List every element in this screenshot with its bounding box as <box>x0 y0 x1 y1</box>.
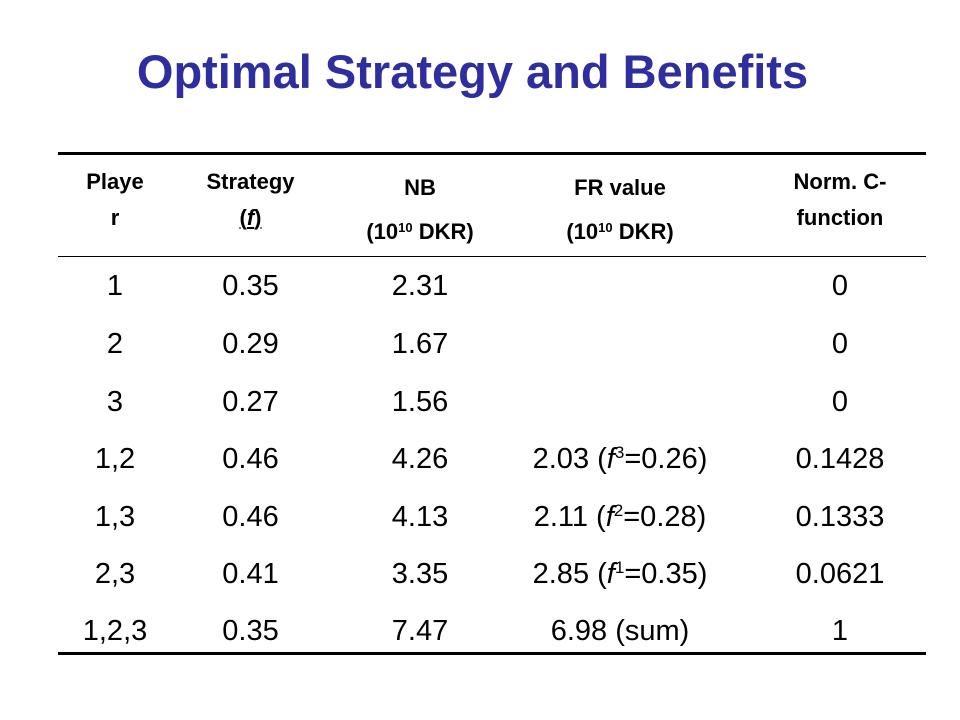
header-strategy-var: f <box>246 205 255 230</box>
cell-nb: 4.26 <box>391 443 449 475</box>
cell-player: 2,3 <box>94 558 136 590</box>
cell-player: 1,2 <box>94 443 136 475</box>
fr-open: ( <box>588 501 606 533</box>
cell-strategy: 0.27 <box>222 386 279 418</box>
fr-open: ( <box>589 558 607 590</box>
cell-nb: 3.35 <box>391 558 449 590</box>
cell-strategy: 0.46 <box>222 501 279 533</box>
cell-nb: 1.67 <box>391 328 449 360</box>
fr-open: (sum) <box>607 615 690 647</box>
cell-norm-c-function: 0 <box>831 270 849 302</box>
header-strategy-close: ) <box>254 205 262 230</box>
header-norm-c-function: Norm. C- function <box>760 164 920 236</box>
fr-number: 2.03 <box>532 443 590 475</box>
cell-norm-c-function: 0.0621 <box>795 558 885 590</box>
header-player: Playe r <box>60 164 170 236</box>
header-norm-line2: function <box>796 205 884 230</box>
fr-superscript: 1 <box>614 558 625 577</box>
header-player-line1: Playe <box>86 169 144 194</box>
fr-superscript: 2 <box>613 501 624 520</box>
header-strategy-line2: (f) <box>178 200 323 236</box>
cell-norm-c-function: 0 <box>831 328 849 360</box>
cell-nb: 4.13 <box>391 501 449 533</box>
fr-variable: f <box>605 501 614 533</box>
cell-norm-c-function: 0.1333 <box>795 501 885 533</box>
cell-norm-c-function: 0.1428 <box>795 443 885 475</box>
fr-number: 2.11 <box>533 501 588 533</box>
header-player-line2: r <box>110 205 120 230</box>
cell-player: 1,2,3 <box>82 615 148 647</box>
header-fr-line2: (1010 DKR) <box>510 210 730 254</box>
cell-nb: 1.56 <box>391 386 449 418</box>
header-divider <box>58 256 926 257</box>
header-fr-line1: FR value <box>574 175 666 200</box>
fr-rest: =0.28) <box>623 501 707 533</box>
cell-player: 1 <box>106 270 124 302</box>
header-nb-exp: 10 <box>398 220 413 235</box>
header-fr-post: DKR) <box>612 219 674 244</box>
cell-strategy: 0.41 <box>222 558 279 590</box>
cell-strategy: 0.46 <box>222 443 279 475</box>
fr-rest: =0.26) <box>624 443 708 475</box>
fr-rest: =0.35) <box>624 558 708 590</box>
header-strategy-line1: Strategy <box>206 169 295 194</box>
header-strategy: Strategy (f) <box>178 164 323 236</box>
fr-number: 6.98 <box>550 615 608 647</box>
table-bottom-rule <box>58 652 926 655</box>
header-nb-line1: NB <box>404 175 436 200</box>
header-norm-line1: Norm. C- <box>793 169 887 194</box>
fr-variable: f <box>606 443 615 475</box>
cell-fr-value: 2.03 (f3=0.26) <box>510 441 730 477</box>
cell-player: 3 <box>106 386 124 418</box>
cell-strategy: 0.35 <box>222 270 279 302</box>
fr-number: 2.85 <box>532 558 590 590</box>
header-fr-exp: 10 <box>598 220 613 235</box>
cell-strategy: 0.29 <box>222 328 279 360</box>
cell-player: 2 <box>106 328 124 360</box>
table-top-rule <box>58 152 926 155</box>
cell-strategy: 0.35 <box>222 615 279 647</box>
header-nb-post: DKR) <box>412 219 474 244</box>
cell-player: 1,3 <box>94 501 136 533</box>
header-nb-pre: (10 <box>366 219 399 244</box>
cell-norm-c-function: 0 <box>831 386 849 418</box>
fr-variable: f <box>606 558 615 590</box>
header-nb-line2: (1010 DKR) <box>325 210 515 254</box>
cell-norm-c-function: 1 <box>831 615 849 647</box>
cell-fr-value: 2.11 (f2=0.28) <box>510 499 730 535</box>
page-title: Optimal Strategy and Benefits <box>136 45 809 98</box>
cell-fr-value: 2.85 (f1=0.35) <box>510 556 730 592</box>
cell-nb: 7.47 <box>391 615 449 647</box>
header-fr-pre: (10 <box>566 219 599 244</box>
header-strategy-open: ( <box>239 205 247 230</box>
fr-superscript: 3 <box>614 443 625 462</box>
cell-fr-value: 6.98 (sum) <box>510 613 730 649</box>
header-nb: NB (1010 DKR) <box>325 166 515 254</box>
cell-nb: 2.31 <box>391 270 449 302</box>
header-fr-value: FR value (1010 DKR) <box>510 166 730 254</box>
fr-open: ( <box>589 443 607 475</box>
